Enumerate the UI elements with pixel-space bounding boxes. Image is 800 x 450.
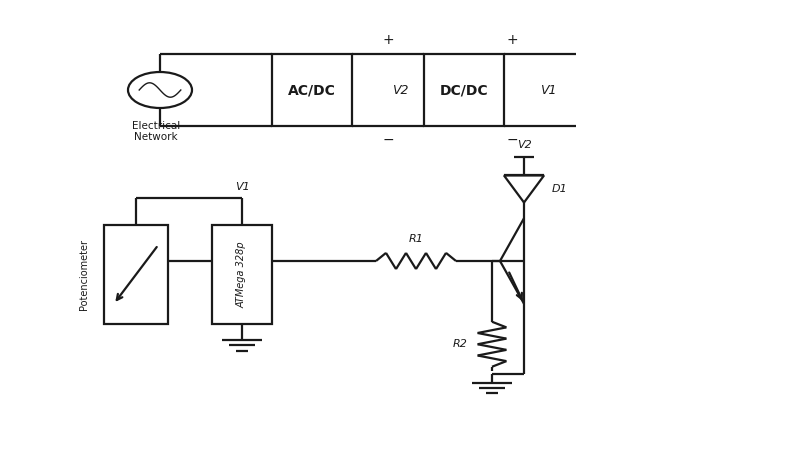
Text: R1: R1 [409,234,423,243]
Text: +: + [506,33,518,48]
Bar [104,225,168,324]
Text: R2: R2 [453,339,467,349]
Bar [272,54,352,126]
Bar [212,225,272,324]
Text: Potenciometer: Potenciometer [79,239,89,310]
Text: AC/DC: AC/DC [288,83,336,97]
Text: D1: D1 [552,184,568,194]
Text: V1: V1 [540,84,556,96]
Text: ATMega 328p: ATMega 328p [237,241,247,308]
Text: V2: V2 [392,84,408,96]
Text: Network: Network [134,132,178,142]
Polygon shape [504,176,544,202]
Text: Electrical: Electrical [132,121,180,131]
Text: −: − [382,132,394,147]
Text: −: − [506,132,518,147]
Text: DC/DC: DC/DC [440,83,488,97]
Text: V2: V2 [517,140,531,150]
Text: V1: V1 [234,182,250,192]
Bar [424,54,504,126]
Text: +: + [382,33,394,48]
